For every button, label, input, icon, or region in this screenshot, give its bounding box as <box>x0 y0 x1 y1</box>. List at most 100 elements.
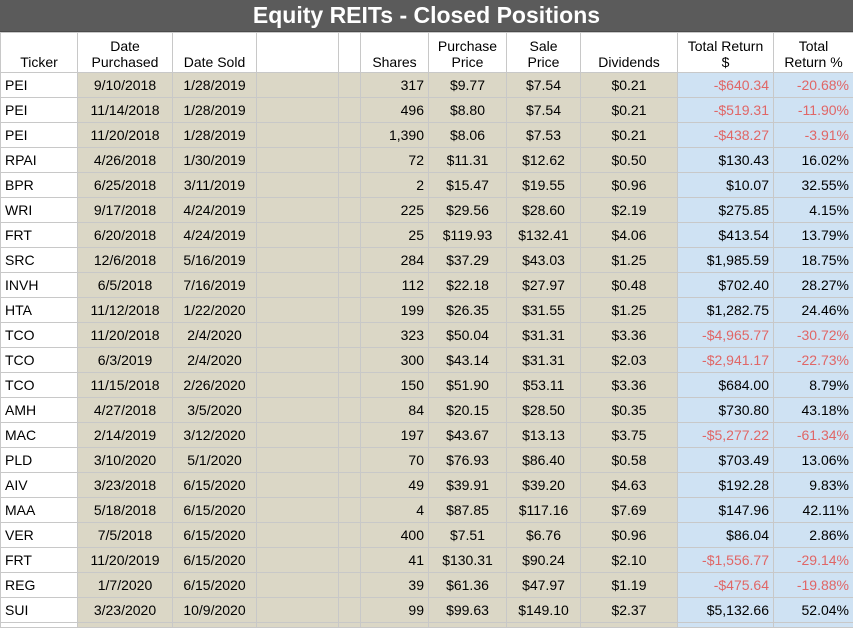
cell-ticker[interactable]: SUI <box>1 598 78 623</box>
cell-total-return-dollar[interactable]: -$1,556.77 <box>678 548 774 573</box>
cell-date-purchased[interactable]: 2/14/2019 <box>78 423 173 448</box>
cell-purchase-price[interactable]: $8.80 <box>429 98 507 123</box>
cell-purchase-price[interactable]: $61.36 <box>429 573 507 598</box>
cell-ticker[interactable]: WRI <box>1 198 78 223</box>
cell-total-return-pct[interactable]: -29.14% <box>774 548 853 573</box>
cell-blank-2[interactable] <box>339 223 361 248</box>
cell-shares[interactable]: 99 <box>361 598 429 623</box>
cell-shares[interactable]: 41 <box>361 548 429 573</box>
cell-dividends[interactable]: $0.35 <box>581 398 678 423</box>
cell-ticker[interactable]: TCO <box>1 323 78 348</box>
cell-blank-1[interactable] <box>257 273 339 298</box>
cell-dividends[interactable]: $0.21 <box>581 98 678 123</box>
cell-purchase-price[interactable]: $37.29 <box>429 248 507 273</box>
cell-sale-price[interactable]: $27.97 <box>507 273 581 298</box>
cell-sale-price[interactable]: $39.20 <box>507 473 581 498</box>
cell-blank-2[interactable] <box>339 198 361 223</box>
cell-total-return-dollar[interactable]: $275.85 <box>678 198 774 223</box>
cell-sale-price[interactable]: $149.10 <box>507 598 581 623</box>
cell-purchase-price[interactable]: $15.47 <box>429 173 507 198</box>
cell-blank-2[interactable] <box>339 623 361 628</box>
cell-date-sold[interactable]: 6/15/2020 <box>173 523 257 548</box>
cell-sale-price[interactable]: $47.97 <box>507 573 581 598</box>
cell-sale-price[interactable]: $6.76 <box>507 523 581 548</box>
cell-date-sold[interactable]: 10/9/2020 <box>173 598 257 623</box>
cell-dividends[interactable]: $0.21 <box>581 73 678 98</box>
cell-blank-1[interactable] <box>257 548 339 573</box>
cell-blank-1[interactable] <box>257 448 339 473</box>
cell-blank-1[interactable] <box>257 73 339 98</box>
cell-purchase-price[interactable]: $7.51 <box>429 523 507 548</box>
cell-date-purchased[interactable]: 3/23/2020 <box>78 598 173 623</box>
cell-total-return-pct[interactable] <box>774 623 853 628</box>
cell-ticker[interactable]: HTA <box>1 298 78 323</box>
cell-total-return-dollar[interactable]: -$4,965.77 <box>678 323 774 348</box>
cell-blank-1[interactable] <box>257 373 339 398</box>
cell-total-return-dollar[interactable]: $684.00 <box>678 373 774 398</box>
cell-ticker[interactable]: MAA <box>1 498 78 523</box>
cell-sale-price[interactable]: $31.31 <box>507 323 581 348</box>
cell-sale-price[interactable]: $31.31 <box>507 348 581 373</box>
cell-purchase-price[interactable]: $130.31 <box>429 548 507 573</box>
cell-blank-2[interactable] <box>339 248 361 273</box>
cell-total-return-pct[interactable]: 4.15% <box>774 198 853 223</box>
cell-ticker[interactable]: AMH <box>1 398 78 423</box>
cell-total-return-dollar[interactable]: $702.40 <box>678 273 774 298</box>
cell-purchase-price[interactable]: $119.93 <box>429 223 507 248</box>
cell-dividends[interactable]: $2.37 <box>581 598 678 623</box>
cell-date-purchased[interactable]: 11/20/2018 <box>78 323 173 348</box>
cell-total-return-pct[interactable]: 28.27% <box>774 273 853 298</box>
cell-ticker[interactable]: FRT <box>1 223 78 248</box>
cell-date-purchased[interactable]: 11/20/2019 <box>78 548 173 573</box>
cell-blank-1[interactable] <box>257 623 339 628</box>
cell-total-return-dollar[interactable]: -$519.31 <box>678 98 774 123</box>
cell-ticker[interactable]: TCO <box>1 348 78 373</box>
cell-date-purchased[interactable]: 3/23/2018 <box>78 473 173 498</box>
cell-shares[interactable]: 300 <box>361 348 429 373</box>
cell-total-return-pct[interactable]: 24.46% <box>774 298 853 323</box>
cell-dividends[interactable] <box>581 623 678 628</box>
cell-dividends[interactable]: $3.36 <box>581 373 678 398</box>
cell-blank-2[interactable] <box>339 423 361 448</box>
cell-date-purchased[interactable]: 1/7/2020 <box>78 573 173 598</box>
cell-dividends[interactable]: $1.25 <box>581 298 678 323</box>
cell-purchase-price[interactable]: $99.63 <box>429 598 507 623</box>
cell-ticker[interactable]: TCO <box>1 373 78 398</box>
cell-dividends[interactable]: $2.03 <box>581 348 678 373</box>
cell-total-return-pct[interactable]: 52.04% <box>774 598 853 623</box>
cell-date-sold[interactable]: 1/22/2020 <box>173 298 257 323</box>
cell-total-return-pct[interactable]: -61.34% <box>774 423 853 448</box>
cell-sale-price[interactable]: $86.40 <box>507 448 581 473</box>
cell-sale-price[interactable]: $28.60 <box>507 198 581 223</box>
cell-blank-2[interactable] <box>339 73 361 98</box>
cell-shares[interactable]: 1,390 <box>361 123 429 148</box>
cell-blank-2[interactable] <box>339 598 361 623</box>
cell-total-return-dollar[interactable]: $1,985.59 <box>678 248 774 273</box>
cell-total-return-pct[interactable]: -11.90% <box>774 98 853 123</box>
cell-blank-2[interactable] <box>339 323 361 348</box>
cell-ticker[interactable]: BPR <box>1 173 78 198</box>
cell-date-sold[interactable]: 2/26/2020 <box>173 373 257 398</box>
cell-date-purchased[interactable]: 11/14/2018 <box>78 98 173 123</box>
cell-date-sold[interactable]: 6/15/2020 <box>173 473 257 498</box>
cell-date-purchased[interactable]: 11/12/2018 <box>78 298 173 323</box>
cell-ticker[interactable]: VER <box>1 523 78 548</box>
cell-blank-2[interactable] <box>339 173 361 198</box>
cell-blank-1[interactable] <box>257 148 339 173</box>
cell-total-return-pct[interactable]: -22.73% <box>774 348 853 373</box>
cell-purchase-price[interactable]: $29.56 <box>429 198 507 223</box>
cell-date-sold[interactable]: 7/16/2019 <box>173 273 257 298</box>
cell-dividends[interactable]: $3.75 <box>581 423 678 448</box>
cell-blank-1[interactable] <box>257 348 339 373</box>
header-total-return-dollar[interactable]: Total Return$ <box>678 33 774 73</box>
cell-ticker[interactable] <box>1 623 78 628</box>
cell-ticker[interactable]: PLD <box>1 448 78 473</box>
cell-blank-2[interactable] <box>339 98 361 123</box>
header-ticker[interactable]: Ticker <box>1 33 78 73</box>
cell-sale-price[interactable]: $53.11 <box>507 373 581 398</box>
cell-blank-1[interactable] <box>257 123 339 148</box>
cell-blank-2[interactable] <box>339 148 361 173</box>
cell-date-purchased[interactable]: 9/10/2018 <box>78 73 173 98</box>
